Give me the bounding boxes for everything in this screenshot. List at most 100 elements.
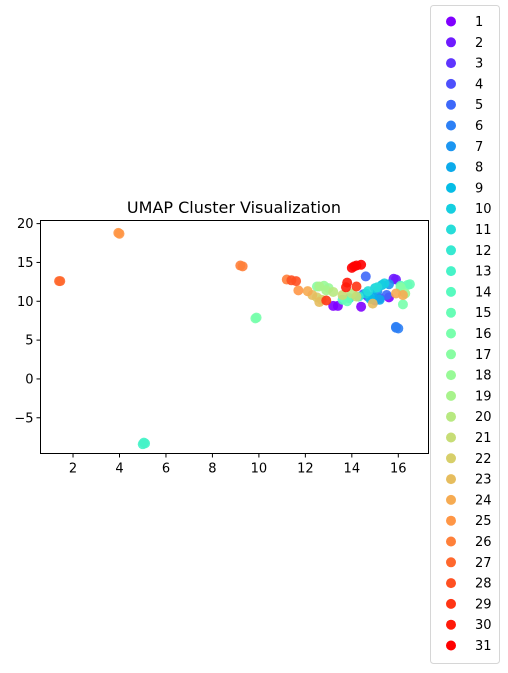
point-cluster-20 [328,286,339,297]
legend-label: 9 [475,181,483,196]
legend-label: 17 [475,348,492,363]
y-tick-label: 10 [17,295,34,310]
point-cluster-21 [351,291,362,302]
point-cluster-26 [237,261,248,272]
y-axis: −5 0 5 10 15 20 [14,217,41,426]
chart-title: UMAP Cluster Visualization [127,198,341,217]
legend-label: 21 [475,431,492,446]
x-tick-label: 4 [115,462,123,477]
legend-label: 24 [475,493,492,508]
legend-marker-10 [446,203,456,214]
legend-marker-13 [446,266,456,277]
point-cluster-25 [114,228,125,239]
legend-label: 18 [475,369,492,384]
y-tick-label: 0 [25,372,33,387]
legend-marker-21 [446,432,456,443]
legend-label: 31 [475,639,492,654]
legend-marker-11 [446,224,456,235]
legend-label: 16 [475,327,492,342]
legend-label: 10 [475,202,492,217]
legend-marker-8 [446,162,456,173]
x-tick-label: 16 [390,462,407,477]
point-cluster-31 [349,261,360,272]
legend-marker-17 [446,349,456,360]
point-cluster-13 [138,437,149,448]
point-cluster-16 [250,313,261,324]
legend-marker-12 [446,245,456,256]
legend-label: 23 [475,473,492,488]
legend-marker-2 [446,37,456,48]
legend-marker-27 [446,557,456,568]
legend-marker-31 [446,640,456,651]
point-cluster-27 [55,276,66,287]
legend-label: 3 [475,57,483,72]
x-tick-label: 10 [251,462,268,477]
y-tick-label: 15 [17,256,34,271]
legend-marker-3 [446,58,456,69]
legend-marker-14 [446,286,456,297]
legend-label: 4 [475,77,483,92]
point-cluster-25 [293,285,304,296]
legend-label: 28 [475,577,492,592]
point-cluster-11 [372,282,383,293]
legend-marker-19 [446,390,456,401]
x-tick-label: 8 [208,462,216,477]
point-cluster-29 [351,281,362,292]
legend-label: 8 [475,161,483,176]
legend-marker-28 [446,578,456,589]
legend-marker-23 [446,474,456,485]
point-cluster-11 [363,286,374,297]
x-tick-label: 6 [162,462,170,477]
legend-label: 6 [475,119,483,134]
legend-marker-29 [446,598,456,609]
legend-marker-15 [446,307,456,318]
legend-marker-30 [446,619,456,630]
point-cluster-23 [367,298,378,309]
legend-marker-9 [446,182,456,193]
legend-marker-20 [446,411,456,422]
x-tick-label: 14 [344,462,361,477]
y-tick-label: −5 [14,411,33,426]
legend-marker-18 [446,370,456,381]
legend-marker-7 [446,141,456,152]
legend-label: 13 [475,265,492,280]
plot-area-frame [40,220,429,454]
legend-marker-6 [446,120,456,131]
point-cluster-24 [397,290,408,301]
legend-marker-22 [446,453,456,464]
legend-label: 25 [475,514,492,529]
legend-label: 2 [475,36,483,51]
x-tick-label: 2 [69,462,77,477]
legend-label: 5 [475,98,483,113]
x-axis: 2 4 6 8 10 12 14 16 [69,453,407,477]
legend-label: 12 [475,244,492,259]
legend: 1234567891011121314151617181920212223242… [446,15,492,654]
point-cluster-16 [397,299,408,310]
legend-marker-24 [446,494,456,505]
plot-points [54,227,415,450]
legend-label: 27 [475,556,492,571]
legend-label: 30 [475,618,492,633]
point-cluster-6 [390,321,401,332]
legend-label: 22 [475,452,492,467]
legend-marker-1 [446,16,456,27]
legend-label: 7 [475,140,483,155]
point-cluster-28 [291,276,302,287]
y-tick-label: 20 [17,217,34,232]
legend-marker-5 [446,99,456,110]
point-cluster-30 [341,282,352,293]
legend-label: 15 [475,306,492,321]
legend-label: 26 [475,535,492,550]
legend-marker-16 [446,328,456,339]
point-cluster-5 [360,271,371,282]
legend-label: 29 [475,597,492,612]
point-cluster-29 [321,295,332,306]
legend-marker-25 [446,515,456,526]
point-cluster-1 [356,301,367,312]
y-tick-label: 5 [25,334,33,349]
point-cluster-24 [302,286,313,297]
legend-marker-26 [446,536,456,547]
legend-label: 1 [475,15,483,30]
legend-label: 20 [475,410,492,425]
